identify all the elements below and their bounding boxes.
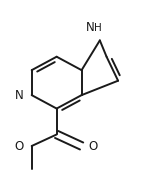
Text: O: O bbox=[88, 141, 98, 153]
Text: H: H bbox=[94, 23, 102, 33]
Text: N: N bbox=[86, 21, 95, 34]
Text: N: N bbox=[15, 89, 24, 102]
Text: O: O bbox=[15, 140, 24, 152]
